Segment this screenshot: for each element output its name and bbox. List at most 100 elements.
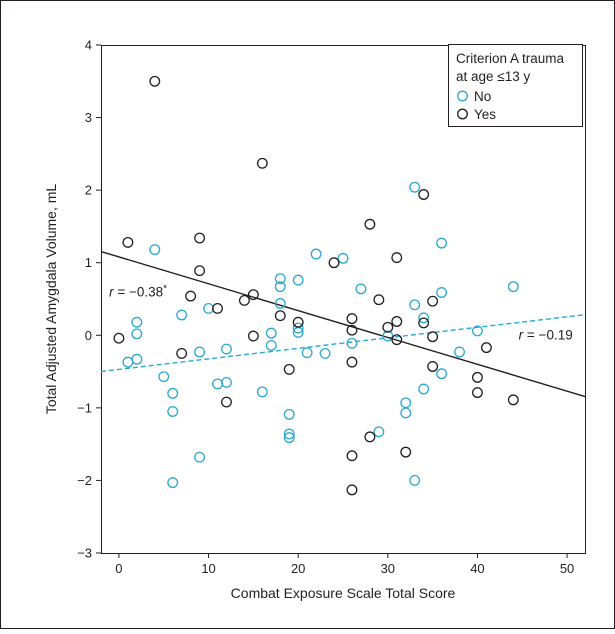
yes-data-point <box>292 316 304 328</box>
x-tick-label: 20 <box>291 561 305 576</box>
legend-marker-yes <box>457 108 468 120</box>
no-data-point <box>283 408 295 420</box>
yes-data-point <box>471 387 483 399</box>
no-data-point <box>346 337 358 349</box>
yes-data-point <box>221 396 232 408</box>
y-tick-label: 0 <box>85 328 92 343</box>
yes-data-point <box>427 331 439 343</box>
no-data-point <box>265 339 277 351</box>
no-data-point <box>400 397 412 409</box>
no-data-point <box>507 281 519 293</box>
yes-data-point <box>427 295 439 307</box>
no-data-point <box>409 299 421 311</box>
yes-data-point <box>194 232 206 244</box>
y-tick-label: 1 <box>85 255 92 270</box>
no-data-point <box>221 377 232 388</box>
no-data-point <box>409 474 421 486</box>
yes-data-point <box>391 252 403 264</box>
data-points <box>113 75 519 496</box>
no-data-point <box>203 302 215 314</box>
yes-data-point <box>346 356 358 368</box>
yes-data-point <box>113 332 125 344</box>
x-tick-label: 10 <box>201 561 215 576</box>
y-tick-label: −2 <box>77 473 92 488</box>
yes-r-value: = −0.38 <box>114 285 164 300</box>
no-data-point <box>265 327 277 339</box>
yes-data-point <box>471 371 483 383</box>
legend-marker-no <box>457 90 468 102</box>
no-fit-annotation: r = −0.19 <box>519 328 573 343</box>
no-regression-line <box>100 313 586 373</box>
yes-data-point <box>382 321 394 333</box>
no-data-point <box>337 252 349 264</box>
no-data-point <box>382 330 394 342</box>
yes-data-point <box>507 394 519 406</box>
no-data-point <box>283 432 295 444</box>
yes-data-point <box>122 236 134 248</box>
no-data-point <box>283 428 295 440</box>
no-data-point <box>310 248 322 260</box>
no-data-point <box>274 297 286 309</box>
no-data-point <box>319 347 331 359</box>
no-r-value: = −0.19 <box>523 328 573 343</box>
plot-area <box>101 45 586 554</box>
yes-data-point <box>238 295 250 306</box>
no-data-point <box>418 312 430 324</box>
no-data-point <box>131 328 143 340</box>
yes-data-point <box>427 361 439 372</box>
x-tick-label: 50 <box>560 561 574 576</box>
yes-data-point <box>391 316 403 327</box>
no-data-point <box>471 325 483 337</box>
yes-data-point <box>274 310 286 322</box>
no-r-symbol: r <box>519 328 524 343</box>
no-data-point <box>301 347 313 359</box>
no-data-point <box>167 406 179 417</box>
yes-data-point <box>480 342 492 354</box>
no-data-point <box>274 273 286 285</box>
no-data-point <box>436 368 448 380</box>
no-data-point <box>292 274 304 286</box>
yes-data-point <box>256 157 268 169</box>
yes-data-point <box>194 265 206 277</box>
yes-data-point <box>149 75 161 87</box>
legend-title-line-1: Criterion A trauma <box>456 51 565 66</box>
yes-data-point <box>364 218 376 230</box>
x-tick-label: 0 <box>115 561 122 576</box>
x-tick-label: 30 <box>381 561 395 576</box>
no-data-point <box>194 451 206 463</box>
y-tick-label: 2 <box>85 183 92 198</box>
x-tick-label: 40 <box>470 561 484 576</box>
yes-data-point <box>391 334 403 346</box>
no-data-point <box>122 356 134 368</box>
no-data-point <box>176 309 188 321</box>
yes-data-point <box>283 363 295 375</box>
y-tick-label: −1 <box>77 400 92 415</box>
y-tick-label: 4 <box>85 38 92 53</box>
yes-data-point <box>185 290 197 302</box>
no-data-point <box>221 343 232 355</box>
yes-fit-annotation: r = −0.38* <box>109 284 167 300</box>
no-data-point <box>212 378 223 390</box>
no-data-point <box>158 371 170 383</box>
no-data-point <box>418 383 430 395</box>
yes-data-point <box>346 484 358 496</box>
axis-ticks: 0 10 20 30 40 50 −3 −2 −1 0 1 2 3 4 <box>77 38 574 577</box>
yes-data-point <box>247 330 259 342</box>
legend-title-line-2: at age ≤13 y <box>456 69 530 84</box>
no-data-point <box>436 237 448 249</box>
legend-label-yes: Yes <box>474 107 496 122</box>
no-data-point <box>355 283 367 295</box>
y-tick-label: 3 <box>85 110 92 125</box>
y-axis-title: Total Adjusted Amygdala Volume, mL <box>43 184 59 415</box>
no-data-point <box>256 386 268 398</box>
y-tick-label: −3 <box>77 546 92 561</box>
no-data-point <box>167 477 179 489</box>
no-data-point <box>131 353 143 365</box>
yes-r-symbol: r <box>109 285 114 300</box>
no-data-point <box>167 387 179 399</box>
no-data-point <box>373 426 385 438</box>
no-data-point <box>436 287 448 298</box>
legend: Criterion A trauma at age ≤13 y No Yes <box>448 44 583 127</box>
yes-data-point <box>373 294 385 306</box>
